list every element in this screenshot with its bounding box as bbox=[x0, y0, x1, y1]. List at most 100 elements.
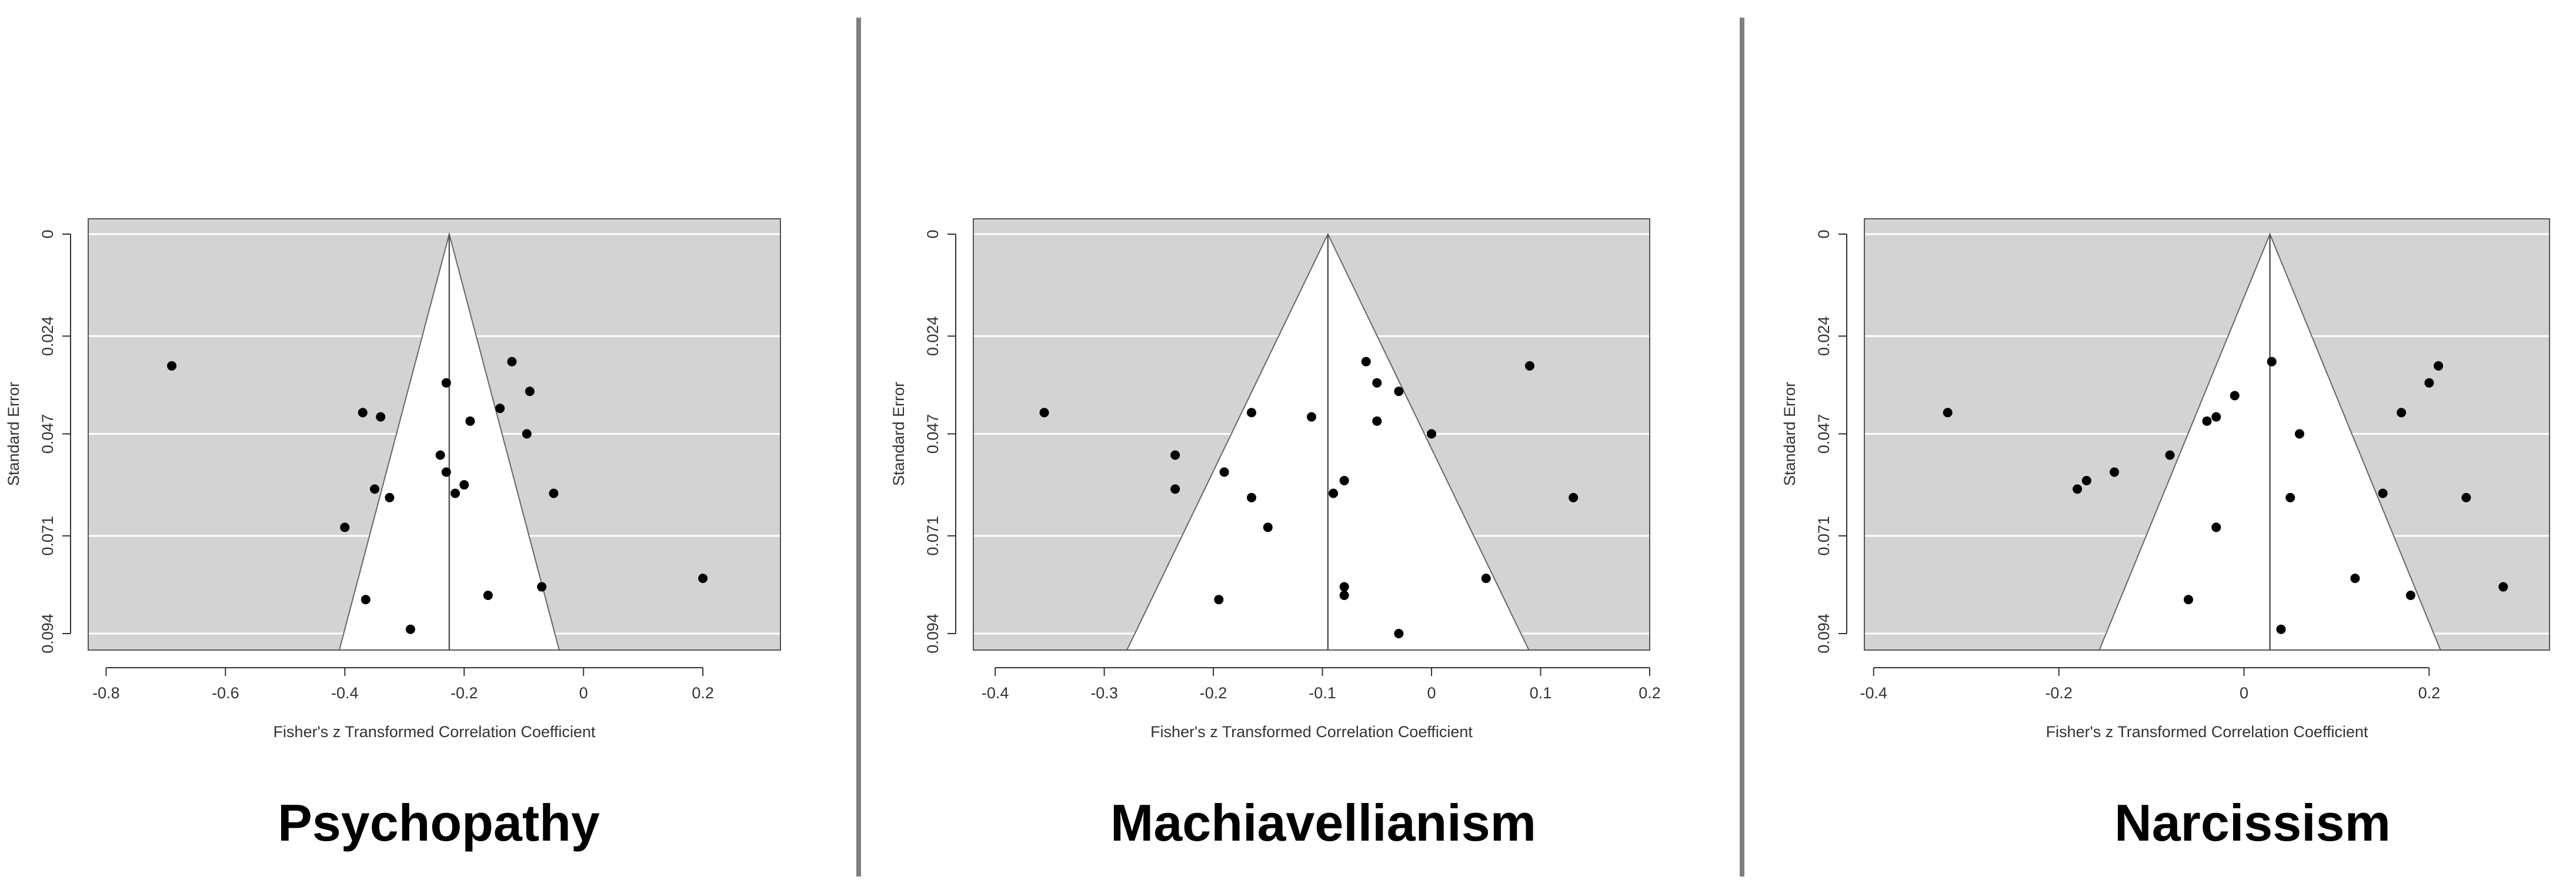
data-point-11 bbox=[2081, 475, 2091, 485]
x-tick-label-2: 0 bbox=[2240, 684, 2248, 702]
funnel-plot-psychopathy: -0.8 -0.6 -0.4 -0.2 0 0.2 0 0.024 0.047 0.071 0.09… bbox=[5, 218, 781, 741]
data-point-1 bbox=[507, 356, 517, 366]
data-point-18 bbox=[1339, 582, 1349, 592]
data-point-17 bbox=[1481, 574, 1491, 584]
data-point-12 bbox=[1339, 475, 1349, 485]
data-point-2 bbox=[2434, 361, 2444, 371]
y-tick-label-3: 0.071 bbox=[1815, 516, 1833, 556]
data-point-8 bbox=[522, 429, 532, 439]
data-point-16 bbox=[2211, 522, 2221, 532]
data-point-0 bbox=[1943, 408, 1953, 418]
y-tick-label-4: 0.094 bbox=[924, 614, 942, 654]
data-point-9 bbox=[1170, 450, 1180, 460]
data-point-21 bbox=[405, 624, 415, 634]
data-point-21 bbox=[1394, 629, 1404, 638]
data-point-2 bbox=[441, 378, 451, 388]
data-point-8 bbox=[1427, 429, 1437, 439]
x-tick-label-0: -0.4 bbox=[982, 684, 1009, 702]
plot-frame bbox=[1864, 218, 2550, 651]
data-point-18 bbox=[537, 582, 547, 592]
x-tick-label-5: 0.1 bbox=[1530, 684, 1552, 702]
x-tick-label-5: 0.2 bbox=[692, 684, 714, 702]
x-tick-label-2: -0.4 bbox=[331, 684, 359, 702]
data-point-14 bbox=[1246, 492, 1256, 502]
x-tick-label-2: -0.2 bbox=[1200, 684, 1227, 702]
x-tick-label-6: 0.2 bbox=[1639, 684, 1661, 702]
data-point-19 bbox=[483, 590, 493, 600]
x-tick-label-3: -0.2 bbox=[451, 684, 478, 702]
plot-frame bbox=[973, 218, 1650, 651]
y-tick-label-0: 0 bbox=[924, 229, 942, 238]
x-tick-label-4: 0 bbox=[1427, 684, 1436, 702]
data-point-3 bbox=[1372, 378, 1382, 388]
x-tick-label-3: 0.2 bbox=[2418, 684, 2441, 702]
data-point-2 bbox=[1524, 361, 1534, 371]
data-point-4 bbox=[1394, 386, 1404, 396]
y-tick-label-4: 0.094 bbox=[1815, 614, 1833, 654]
data-point-13 bbox=[2378, 488, 2388, 498]
data-point-20 bbox=[2184, 595, 2194, 605]
data-point-16 bbox=[1263, 522, 1273, 532]
data-point-11 bbox=[459, 480, 469, 490]
x-tick-label-4: 0 bbox=[579, 684, 588, 702]
panel-title-machiavellianism: Machiavellianism bbox=[1110, 794, 1536, 852]
plot-frame bbox=[88, 218, 781, 651]
data-point-9 bbox=[2165, 450, 2175, 460]
data-point-10 bbox=[1219, 467, 1229, 477]
data-point-12 bbox=[2073, 484, 2083, 494]
data-point-13 bbox=[1329, 488, 1339, 498]
data-point-10 bbox=[441, 467, 451, 477]
panel-divider-1 bbox=[856, 18, 861, 877]
x-axis-title: Fisher's z Transformed Correlation Coeff… bbox=[273, 723, 596, 741]
data-point-21 bbox=[2276, 624, 2286, 634]
data-point-9 bbox=[435, 450, 445, 460]
x-tick-label-3: -0.1 bbox=[1309, 684, 1336, 702]
data-point-4 bbox=[358, 408, 368, 418]
data-point-18 bbox=[2498, 582, 2508, 592]
data-point-1 bbox=[1361, 356, 1371, 366]
x-tick-label-0: -0.4 bbox=[1860, 684, 1887, 702]
y-tick-label-1: 0.024 bbox=[924, 316, 942, 356]
data-point-11 bbox=[1170, 484, 1180, 494]
data-point-14 bbox=[2285, 492, 2295, 502]
data-point-19 bbox=[2405, 590, 2415, 600]
panel-divider-2 bbox=[1740, 18, 1744, 877]
data-point-13 bbox=[451, 488, 461, 498]
x-axis-title: Fisher's z Transformed Correlation Coeff… bbox=[1150, 723, 1473, 741]
data-point-3 bbox=[2424, 378, 2434, 388]
y-axis-title: Standard Error bbox=[890, 382, 907, 486]
y-tick-label-3: 0.071 bbox=[39, 516, 56, 556]
x-tick-label-1: -0.2 bbox=[2045, 684, 2073, 702]
funnel-plot-machiavellianism: -0.4 -0.3 -0.2 -0.1 0 0.1 0.2 0 0.024 0.047 0.071 0… bbox=[890, 218, 1661, 741]
x-axis-title: Fisher's z Transformed Correlation Coeff… bbox=[2046, 723, 2368, 741]
y-tick-label-4: 0.094 bbox=[39, 614, 56, 654]
y-tick-label-2: 0.047 bbox=[39, 414, 56, 454]
y-tick-label-0: 0 bbox=[1815, 229, 1833, 238]
y-tick-label-1: 0.024 bbox=[1815, 316, 1833, 356]
data-point-20 bbox=[361, 595, 371, 605]
data-point-10 bbox=[2110, 467, 2120, 477]
panel-title-narcissism: Narcissism bbox=[2114, 794, 2391, 852]
funnel-plot-narcissism: -0.4 -0.2 0 0.2 0 0.024 0.047 0.071 0.094 Fisher'… bbox=[1781, 218, 2550, 741]
panel-title-psychopathy: Psychopathy bbox=[278, 794, 600, 852]
data-point-15 bbox=[2461, 492, 2471, 502]
data-point-14 bbox=[385, 492, 395, 502]
data-point-5 bbox=[2397, 408, 2407, 418]
data-point-7 bbox=[1372, 416, 1382, 426]
data-point-7 bbox=[2211, 412, 2221, 422]
data-point-20 bbox=[1214, 595, 1224, 605]
data-point-17 bbox=[2350, 574, 2360, 584]
data-point-5 bbox=[1246, 408, 1256, 418]
data-point-6 bbox=[2202, 416, 2212, 426]
x-tick-label-1: -0.3 bbox=[1090, 684, 1118, 702]
data-point-7 bbox=[465, 416, 475, 426]
y-axis-title: Standard Error bbox=[1781, 382, 1798, 486]
data-point-0 bbox=[167, 361, 177, 371]
data-point-4 bbox=[2230, 391, 2240, 401]
data-point-12 bbox=[370, 484, 380, 494]
data-point-15 bbox=[1569, 492, 1579, 502]
data-point-1 bbox=[2267, 356, 2277, 366]
x-tick-label-1: -0.6 bbox=[212, 684, 239, 702]
y-axis-title: Standard Error bbox=[5, 382, 22, 486]
